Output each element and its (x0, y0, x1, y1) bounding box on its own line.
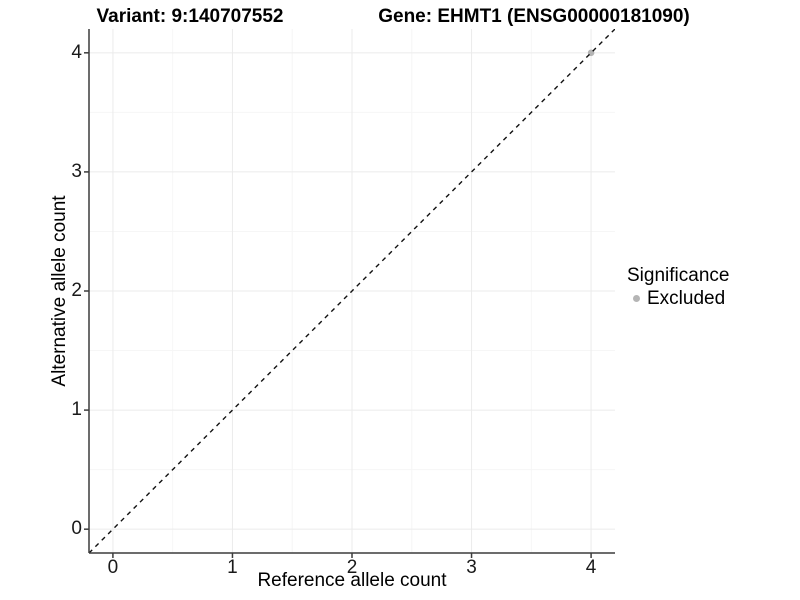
y-tick-label: 1 (71, 399, 82, 421)
variant-title: Variant: 9:140707552 (96, 6, 284, 27)
x-tick-label: 2 (346, 557, 358, 578)
x-tick-label: 0 (107, 557, 119, 578)
y-tick-label: 4 (71, 41, 82, 63)
y-tick-label: 3 (71, 160, 82, 182)
plot-panel (84, 29, 615, 558)
x-tick-label: 1 (227, 557, 238, 578)
legend-item-label: Excluded (647, 288, 726, 309)
y-tick-label: 0 (71, 518, 82, 540)
identity-dashed-line (88, 29, 615, 554)
legend-item-excluded: Excluded (627, 287, 729, 310)
circle-marker-icon (633, 295, 640, 302)
legend: Significance Excluded (627, 264, 729, 310)
y-tick-label: 2 (71, 280, 82, 301)
legend-title: Significance (627, 265, 730, 286)
x-tick-label: 4 (585, 557, 597, 578)
x-axis-label: Reference allele count (257, 570, 447, 591)
gene-title: Gene: EHMT1 (ENSG00000181090) (378, 6, 690, 27)
x-tick-label: 3 (466, 557, 477, 578)
